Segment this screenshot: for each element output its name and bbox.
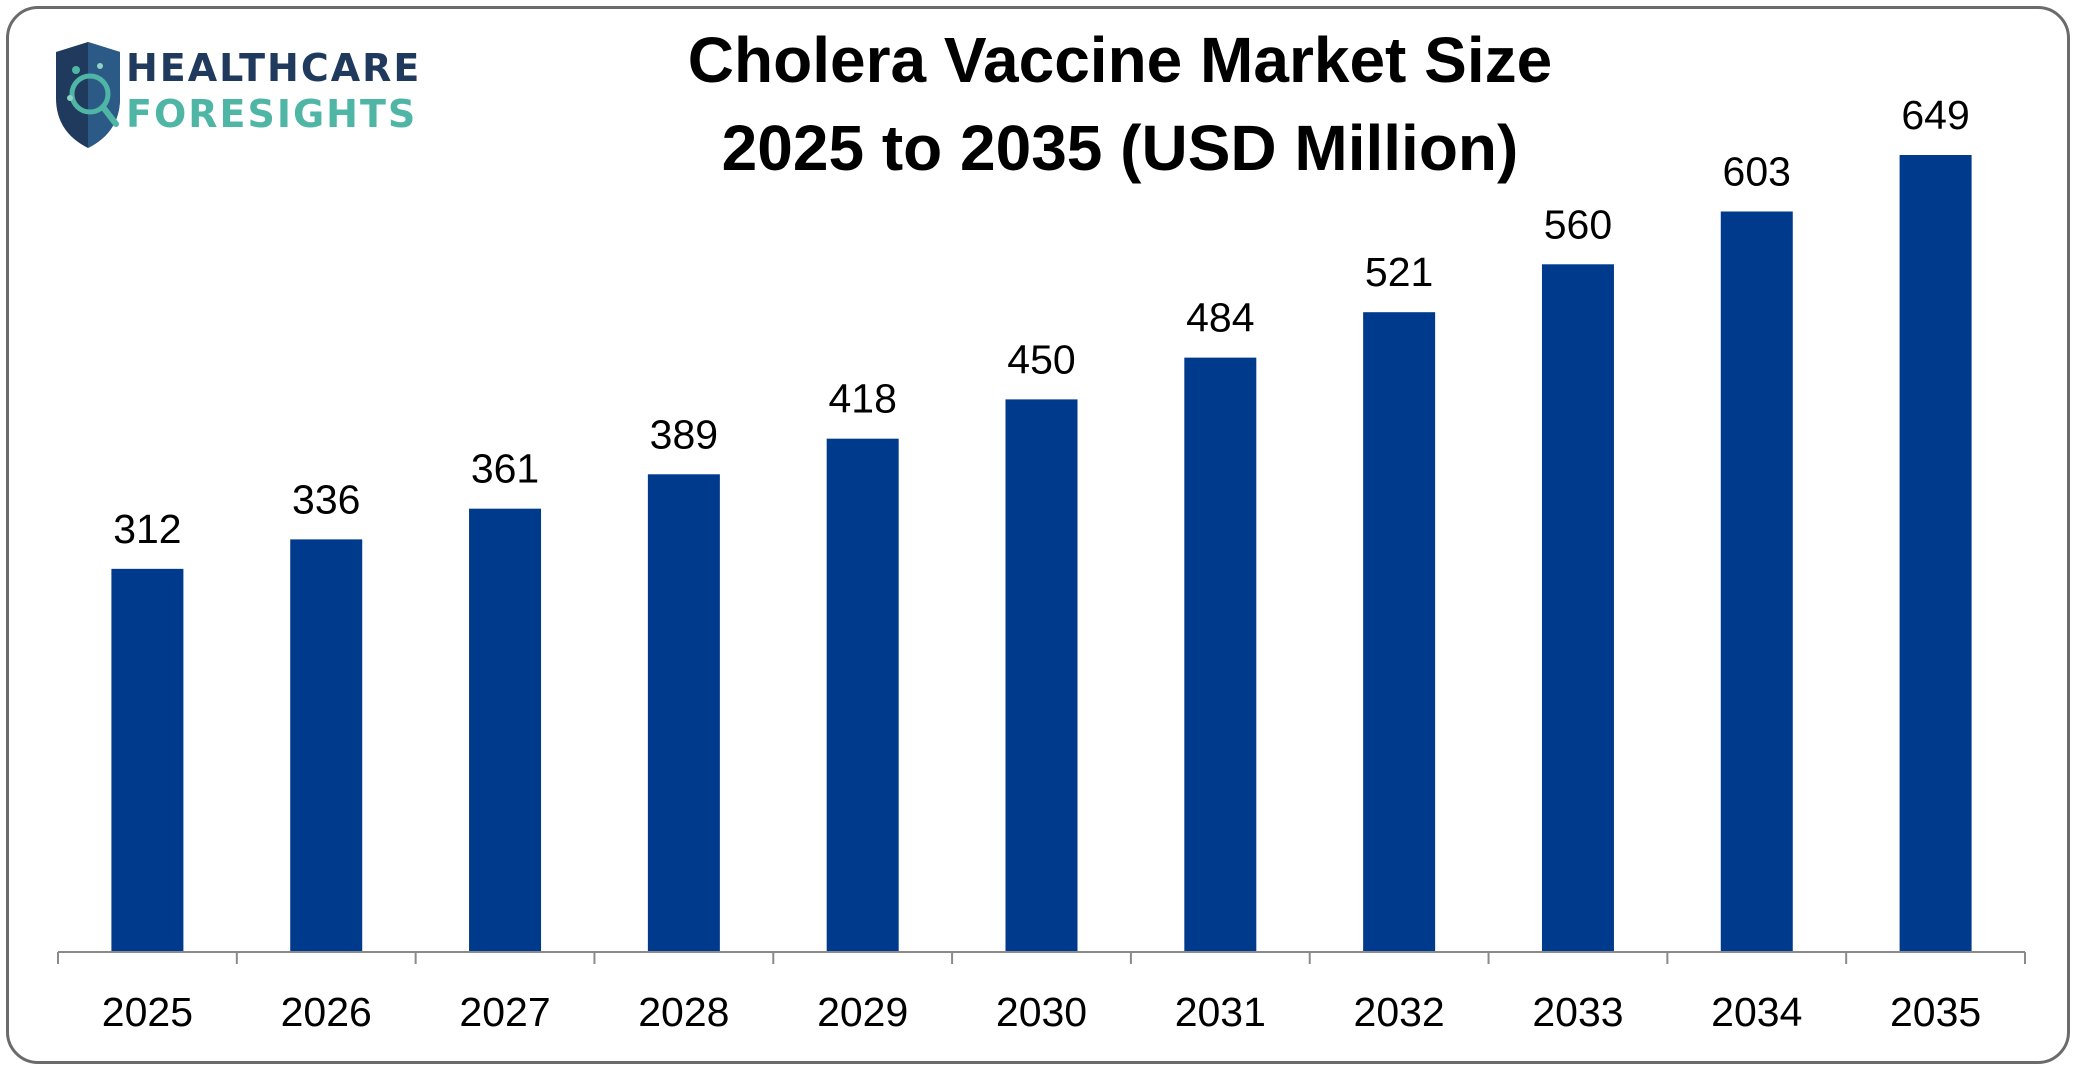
bar-2027 — [469, 508, 542, 952]
data-label-2026: 336 — [292, 476, 360, 522]
bar-2033 — [1541, 264, 1614, 952]
logo-text-healthcare: HEALTHCARE — [126, 46, 422, 90]
x-tick-label-2032: 2032 — [1354, 989, 1445, 1035]
x-tick-label-2035: 2035 — [1890, 989, 1981, 1035]
x-tick-label-2033: 2033 — [1532, 989, 1623, 1035]
data-label-2027: 361 — [471, 446, 539, 492]
data-label-2025: 312 — [113, 506, 181, 552]
bar-2029 — [826, 438, 899, 952]
bar-2026 — [290, 539, 363, 952]
x-tick-label-2027: 2027 — [459, 989, 550, 1035]
data-label-2029: 418 — [828, 376, 896, 422]
x-tick-label-2031: 2031 — [1175, 989, 1266, 1035]
bar-2025 — [111, 568, 184, 952]
x-tick-label-2030: 2030 — [996, 989, 1087, 1035]
data-label-2028: 389 — [650, 411, 718, 457]
x-tick-label-2029: 2029 — [817, 989, 908, 1035]
company-logo: HEALTHCARE FORESIGHTS — [48, 36, 419, 156]
data-label-2030: 450 — [1007, 336, 1075, 382]
logo-text-foresights: FORESIGHTS — [126, 92, 418, 136]
bar-2035 — [1899, 155, 1972, 952]
data-label-2031: 484 — [1186, 295, 1254, 341]
data-label-2032: 521 — [1365, 249, 1433, 295]
chart-subtitle: 2025 to 2035 (USD Million) — [721, 112, 1519, 184]
data-label-2035: 649 — [1901, 92, 1969, 138]
bar-2030 — [1005, 399, 1078, 952]
data-label-2033: 560 — [1544, 201, 1612, 247]
bar-2028 — [647, 474, 720, 952]
bar-2034 — [1720, 211, 1793, 952]
data-label-2034: 603 — [1723, 148, 1791, 194]
bar-2031 — [1184, 357, 1257, 953]
x-tick-label-2025: 2025 — [102, 989, 193, 1035]
x-tick-label-2026: 2026 — [281, 989, 372, 1035]
x-tick-label-2028: 2028 — [638, 989, 729, 1035]
chart-title: Cholera Vaccine Market Size — [687, 24, 1553, 96]
bar-2032 — [1363, 312, 1436, 952]
shield-icon — [56, 42, 120, 148]
x-tick-label-2034: 2034 — [1711, 989, 1802, 1035]
